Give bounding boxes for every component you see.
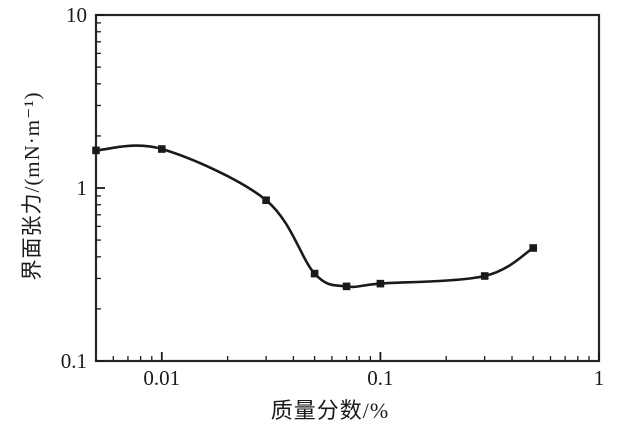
data-point-marker (376, 279, 385, 288)
series-line (94, 144, 535, 289)
x-tick-label: 0.1 (367, 366, 393, 390)
data-point-marker (342, 282, 351, 291)
plot-frame (94, 13, 601, 363)
data-point-marker (262, 196, 270, 205)
y-tick-label: 10 (66, 3, 87, 27)
x-axis-title: 质量分数/% (270, 398, 390, 423)
x-tick-label: 0.01 (143, 366, 180, 390)
y-tick-label: 0.1 (61, 349, 87, 373)
data-point-marker (529, 244, 537, 252)
y-tick-label: 1 (77, 176, 88, 200)
data-point-marker (158, 145, 166, 153)
data-point-marker (310, 269, 319, 278)
y-axis-title: 界面张力/(mN·m⁻¹) (20, 91, 44, 281)
x-tick-label: 1 (594, 366, 605, 390)
data-point-marker (92, 146, 100, 155)
data-point-marker (480, 272, 489, 280)
